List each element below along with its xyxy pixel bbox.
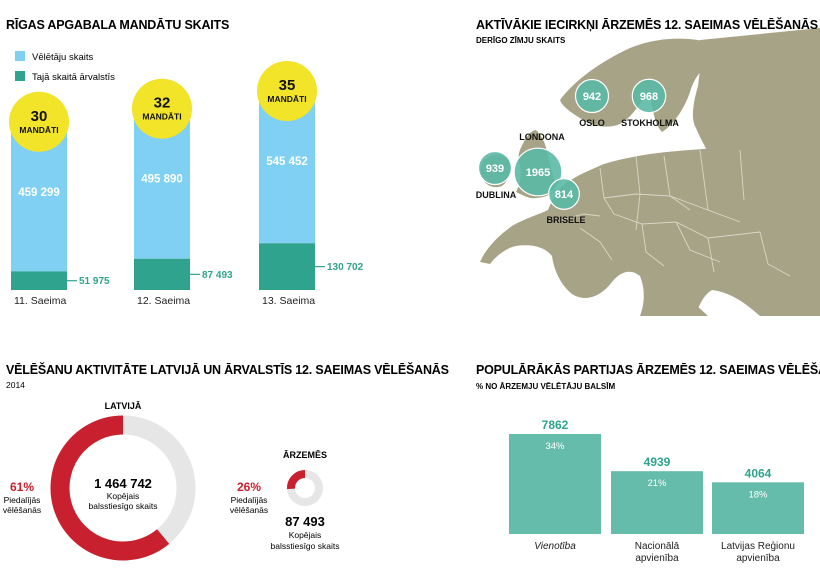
map-italy [648, 262, 708, 316]
panel4-subtitle: % NO ĀRZEMJU VĒLĒTĀJU BALSĪM [476, 382, 615, 391]
bar-category-label: 13. Saeima [262, 295, 315, 307]
city-value: 939 [486, 163, 504, 175]
party-name: Vienotība [534, 541, 576, 552]
party-name: Nacionālā [635, 541, 680, 552]
bar-voters-label: 459 299 [18, 187, 60, 199]
bar-voters-label: 495 890 [141, 174, 183, 186]
party-votes: 7862 [542, 418, 569, 432]
party-votes: 4939 [644, 455, 671, 469]
legend-label-voters: Vēlētāju skaits [32, 52, 94, 63]
party-percent: 18% [748, 489, 768, 500]
city-name: OSLO [579, 118, 605, 128]
panel2-title: AKTĪVĀKIE IECIRKŅI ĀRZEMĒS 12. SAEIMAS V… [476, 17, 818, 32]
bar-voters-label: 545 452 [266, 156, 308, 168]
mandates-number: 30 [31, 108, 48, 125]
abroad-pct: 26% [237, 480, 261, 494]
bar-category-label: 11. Saeima [14, 295, 66, 307]
party-name: apvienība [736, 553, 780, 564]
mandates-number: 35 [279, 77, 296, 94]
mandates-badge [257, 61, 317, 121]
latvia-pct: 61% [10, 480, 34, 494]
abroad-total-label: Kopējais [289, 530, 322, 540]
abroad-pct-label: Piedalījās [231, 495, 268, 505]
panel2-subtitle: DERĪGO ZĪMJU SKAITS [476, 36, 566, 45]
city-value: 814 [555, 189, 574, 201]
bar-abroad-label: 87 493 [202, 270, 233, 281]
bar-abroad [134, 258, 190, 290]
party-percent: 34% [545, 441, 565, 452]
mandates-word: MANDĀTI [19, 125, 58, 135]
abroad-total-label: balsstiesīgo skaits [271, 541, 340, 551]
latvia-donut-turnout [50, 415, 170, 561]
map-borders [559, 149, 791, 277]
city-bubble [574, 78, 610, 114]
mandates-badge [9, 91, 69, 152]
party-bar [712, 482, 804, 534]
abroad-donut-turnout [287, 470, 306, 490]
party-name: Latvijas Reģionu [721, 539, 795, 552]
panel4-title: POPULĀRĀKĀS PARTIJAS ĀRZEMĒS 12. SAEIMAS… [476, 362, 820, 377]
party-bar [509, 434, 601, 534]
mandates-badge [132, 78, 192, 139]
panel1-title: RĪGAS APGABALA MANDĀTU SKAITS [6, 18, 229, 32]
city-name: LONDONA [519, 132, 565, 142]
latvia-total-label: balsstiesīgo skaits [89, 501, 158, 511]
legend-swatch-abroad [15, 71, 25, 81]
abroad-pct-label: vēlēšanās [230, 505, 268, 515]
bar-category-label: 12. Saeima [137, 295, 190, 307]
city-bubble [548, 178, 580, 210]
party-votes: 4064 [745, 466, 772, 480]
city-bubble [631, 78, 667, 114]
city-value: 968 [640, 91, 658, 103]
latvia-pct-label: vēlēšanās [3, 505, 41, 515]
legend-label-abroad: Tajā skaitā ārvalstīs [32, 72, 115, 83]
city-value: 942 [583, 91, 601, 103]
map-east [692, 28, 820, 160]
party-bar-chart: 786234%Vienotība493921%Nacionālāapvienīb… [509, 418, 804, 564]
city-bubble [513, 147, 563, 197]
bar-abroad [11, 271, 67, 290]
legend-swatch-voters [15, 51, 25, 61]
bar-abroad-label: 130 702 [327, 262, 364, 273]
party-bar [611, 471, 703, 534]
city-bubbles: 1965 LONDONA 942 OSLO 968 STOKHOLMA 939 DUBLINA… [476, 78, 679, 225]
latvia-pct-label: Piedalījās [4, 495, 41, 505]
latvia-total: 1 464 742 [94, 476, 152, 491]
latvia-total-label: Kopējais [107, 491, 140, 501]
city-name: DUBLINA [476, 190, 517, 200]
mandates-number: 32 [154, 95, 171, 112]
bar-abroad [259, 243, 315, 290]
abroad-label: ĀRZEMĒS [283, 450, 327, 460]
city-value: 1965 [526, 167, 550, 179]
party-percent: 21% [647, 478, 667, 489]
mandates-word: MANDĀTI [267, 94, 306, 104]
city-bubble [477, 150, 513, 186]
city-name: BRISELE [546, 215, 585, 225]
latvia-label: LATVIJĀ [105, 401, 142, 411]
mandates-word: MANDĀTI [142, 112, 181, 122]
city-name: STOKHOLMA [621, 118, 679, 128]
panel3-title: VĒLĒŠANU AKTIVITĀTE LATVIJĀ UN ĀRVALSTĪS… [6, 362, 449, 377]
panel3-year: 2014 [6, 380, 25, 390]
bar-abroad-label: 51 975 [79, 276, 110, 287]
party-name: apvienība [635, 553, 679, 564]
abroad-total: 87 493 [285, 514, 325, 529]
